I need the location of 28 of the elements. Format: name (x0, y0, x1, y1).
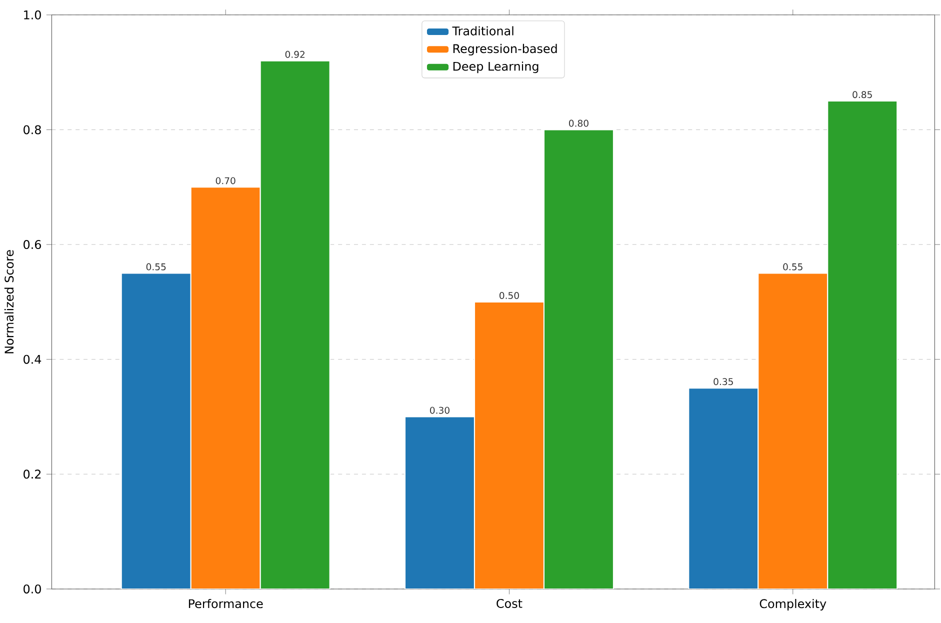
bar (190, 186, 261, 589)
data-label: 0.55 (783, 263, 802, 270)
data-label: 0.92 (285, 50, 304, 58)
legend-label: Regression-based (453, 44, 557, 56)
data-label: 0.70 (216, 176, 236, 184)
data-label: 0.30 (430, 406, 450, 414)
x-tick-label: Performance (188, 598, 263, 608)
bar (120, 272, 192, 589)
data-label: 0.80 (569, 120, 588, 127)
legend-label: Traditional (452, 26, 514, 36)
y-tick-label: 0.0 (24, 584, 41, 594)
data-label: 0.35 (714, 378, 733, 385)
y-tick-label: 0.6 (24, 240, 41, 249)
data-label: 0.85 (852, 90, 872, 98)
bar (758, 272, 828, 589)
y-tick-label: 0.8 (24, 124, 41, 134)
data-label: 0.55 (146, 263, 166, 270)
legend-label: Deep Learning (453, 61, 538, 73)
y-tick-label: 0.2 (24, 469, 41, 478)
y-axis-title: Normalized Score (4, 250, 14, 353)
y-tick-label: 0.4 (24, 354, 42, 364)
x-tick-label: Complexity (760, 598, 826, 610)
bar (404, 416, 476, 589)
data-label: 0.50 (500, 292, 519, 299)
bar (474, 301, 545, 589)
bar (688, 387, 759, 589)
y-tick-label: 1.0 (24, 10, 41, 20)
x-tick-label: Cost (496, 598, 522, 608)
